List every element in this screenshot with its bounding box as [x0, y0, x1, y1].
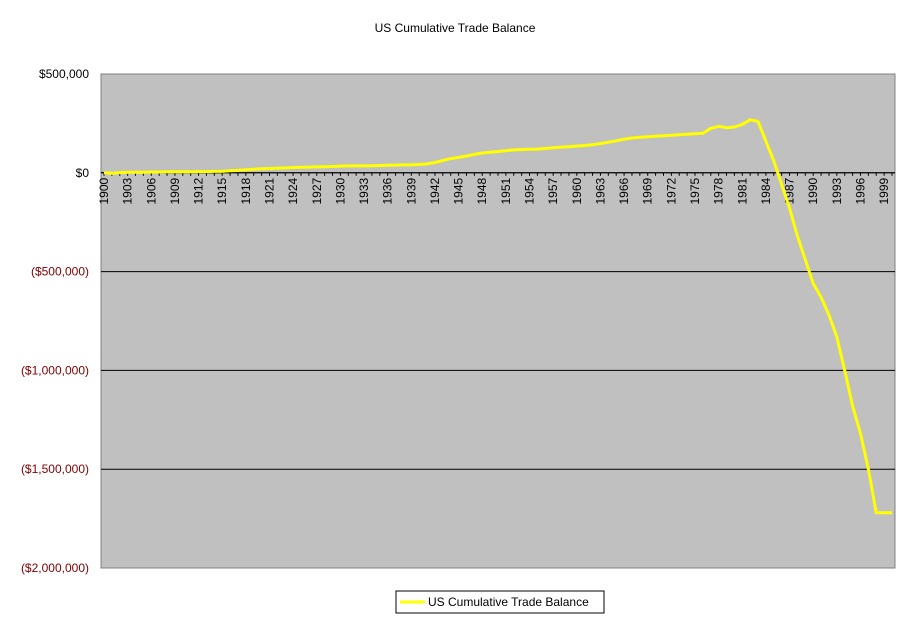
x-tick-label: 1954: [523, 177, 537, 204]
legend: US Cumulative Trade Balance: [395, 590, 605, 614]
chart-title: US Cumulative Trade Balance: [375, 21, 536, 35]
y-tick-label: ($500,000): [31, 265, 89, 279]
x-tick-label: 1939: [404, 177, 418, 204]
x-tick-label: 1948: [475, 177, 489, 204]
x-tick-label: 1951: [499, 177, 513, 204]
x-tick-label: 1996: [853, 177, 867, 204]
x-tick-label: 1915: [215, 177, 229, 204]
series-group: [103, 118, 892, 515]
legend-box: [395, 590, 605, 614]
x-tick-label: 1945: [452, 177, 466, 204]
x-tick-label: 1906: [144, 177, 158, 204]
x-tick-label: 1957: [546, 177, 560, 204]
x-tick-label: 1990: [806, 177, 820, 204]
x-tick-label: 1933: [357, 177, 371, 204]
x-tick-label: 1903: [121, 177, 135, 204]
x-tick-label: 1927: [310, 177, 324, 204]
x-tick-label: 1981: [735, 177, 749, 204]
x-tick-label: 1912: [192, 177, 206, 204]
x-tick-label: 1930: [333, 177, 347, 204]
legend-entry-label: US Cumulative Trade Balance: [428, 595, 589, 609]
x-tick-label: 1975: [688, 177, 702, 204]
y-tick-label: ($1,000,000): [21, 363, 89, 377]
x-tick-label: 1978: [712, 177, 726, 204]
x-tick-label: 1900: [97, 177, 111, 204]
y-tick-label: $0: [76, 166, 90, 180]
series-line: [103, 118, 892, 515]
y-tick-label: ($1,500,000): [21, 462, 89, 476]
x-tick-label: 1942: [428, 177, 442, 204]
x-tick-label: 1936: [381, 177, 395, 204]
x-tick-label: 1993: [830, 177, 844, 204]
x-tick-label: 1963: [593, 177, 607, 204]
x-tick-label: 1972: [664, 177, 678, 204]
x-tick-label: 1969: [641, 177, 655, 204]
x-tick-label: 1966: [617, 177, 631, 204]
x-tick-label: 1918: [239, 177, 253, 204]
x-tick-label: 1924: [286, 177, 300, 204]
y-tick-label: $500,000: [39, 67, 89, 81]
y-tick-label: ($2,000,000): [21, 561, 89, 575]
x-tick-label: 1984: [759, 177, 773, 204]
x-tick-label: 1921: [262, 177, 276, 204]
x-tick-label: 1909: [168, 177, 182, 204]
x-tick-label: 1999: [877, 177, 891, 204]
plot-area: [100, 73, 896, 569]
x-axis: 1900 1903 1906 1909 1912 1915 1918 1921 1924 1927…: [97, 172, 895, 205]
y-axis-tick-labels: $500,000 $0 ($500,000) ($1,000,000) ($1,500,…: [21, 67, 89, 575]
x-tick-label: 1960: [570, 177, 584, 204]
